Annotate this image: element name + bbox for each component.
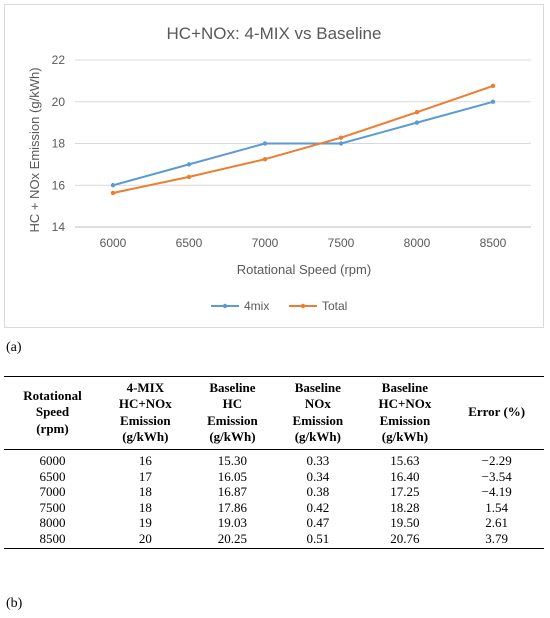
table-cell: 0.33: [306, 453, 330, 468]
table-cell: 16: [138, 453, 152, 468]
x-axis-label: Rotational Speed (rpm): [237, 262, 371, 277]
table-cell: 19.03: [217, 515, 248, 530]
legend-marker-total: [300, 303, 306, 309]
table-cell: 1.54: [485, 499, 509, 515]
table-cell: 18: [138, 499, 152, 515]
series-lines: [110, 83, 496, 196]
table-cell: 15.63: [390, 453, 420, 468]
data-point-total: [490, 83, 496, 89]
legend-marker-4mix: [222, 303, 228, 309]
table-cell: 17.25: [390, 484, 420, 499]
data-point-4mix: [186, 162, 192, 167]
column-header: Baseline HC+NOx Emission (g/kWh): [378, 380, 432, 444]
column-header: 4-MIX HC+NOx Emission (g/kWh): [118, 380, 172, 444]
line-chart: HC+NOx: 4-MIX vs Baseline 14 16 18 20 22 6000…: [27, 24, 531, 313]
legend-label: Total: [322, 299, 347, 313]
y-axis-label: HC + NOx Emission (g/kWh): [27, 67, 42, 232]
table-cell: 0.42: [306, 499, 330, 515]
table-cell: 6500: [39, 468, 66, 484]
table-row: 8000 19 19.03 0.47 19.50 2.61: [4, 515, 544, 531]
data-table: Rotational Speed (rpm) 4-MIX HC+NOx Emiss…: [4, 376, 544, 549]
table-cell: 17.86: [217, 499, 248, 515]
table-cell: 6000: [39, 453, 66, 468]
table-cell: 19.50: [390, 515, 420, 530]
gridlines: [75, 59, 531, 186]
table-cell: 8500: [39, 530, 66, 546]
panel-label-b: (b): [6, 596, 23, 611]
table-cell: 19: [138, 515, 152, 530]
x-tick-label: 8000: [404, 236, 431, 250]
legend-label: 4mix: [244, 299, 269, 313]
table-cell: 16.40: [390, 468, 420, 484]
table-cell: 7000: [39, 484, 66, 499]
x-tick-label: 8500: [480, 236, 507, 250]
column-header: Error (%): [468, 404, 526, 420]
y-tick-label: 18: [52, 137, 66, 151]
table-cell: 17: [138, 468, 152, 484]
table-cell: 18: [138, 484, 152, 499]
table-cell: 0.51: [306, 530, 330, 546]
table-cell: −3.54: [481, 468, 512, 484]
table-cell: 16.05: [217, 468, 248, 484]
table-row: 8500 20 20.25 0.51 20.76 3.79: [4, 531, 544, 549]
table-body: 6000 16 15.30 0.33 15.63 −2.29 6500 17 16.05 0.34…: [4, 450, 544, 549]
x-tick-label: 7000: [252, 236, 279, 250]
panel-label-a: (a): [6, 340, 22, 355]
y-tick-label: 16: [52, 178, 66, 192]
data-point-total: [414, 109, 420, 115]
table-cell: 8000: [39, 515, 66, 530]
table-cell: 20.25: [217, 530, 248, 546]
y-tick-label: 20: [52, 95, 66, 109]
table-cell: 16.87: [217, 484, 248, 499]
table-cell: 18.28: [390, 499, 420, 515]
x-tick-label: 7500: [328, 236, 355, 250]
column-header: Baseline HC Emission (g/kWh): [207, 380, 258, 444]
chart-title: HC+NOx: 4-MIX vs Baseline: [167, 24, 382, 43]
table-cell: −2.29: [481, 453, 512, 468]
y-tick-label: 22: [52, 53, 66, 67]
table-cell: 20.76: [390, 530, 420, 546]
table-cell: 20: [138, 530, 152, 546]
y-tick-label: 14: [52, 220, 66, 234]
series-line-4mix: [112, 100, 494, 187]
data-point-4mix: [262, 141, 268, 146]
table-cell: 0.38: [306, 484, 330, 499]
data-point-total: [262, 156, 268, 162]
data-point-4mix: [414, 120, 420, 125]
table-cell: −4.19: [481, 484, 512, 499]
column-header: Baseline NOx Emission (g/kWh): [292, 380, 344, 444]
table-row: 7500 18 17.86 0.42 18.28 1.54: [4, 500, 544, 516]
table-cell: 3.79: [485, 530, 509, 546]
data-table-container: Rotational Speed (rpm) 4-MIX HC+NOx Emiss…: [4, 376, 544, 549]
table-cell: 0.34: [306, 468, 330, 484]
table-cell: 7500: [39, 499, 66, 515]
column-header: Rotational Speed (rpm): [23, 388, 82, 436]
table-cell: 0.47: [306, 515, 330, 530]
data-point-4mix: [490, 99, 496, 104]
table-row: 6500 17 16.05 0.34 16.40 −3.54: [4, 469, 544, 485]
x-tick-label: 6500: [176, 236, 203, 250]
table-cell: 2.61: [485, 515, 509, 530]
table-row: 7000 18 16.87 0.38 17.25 −4.19: [4, 484, 544, 500]
series-line-total: [112, 84, 494, 194]
data-point-total: [110, 190, 116, 196]
table-cell: 15.30: [217, 453, 248, 468]
table-header-row: Rotational Speed (rpm) 4-MIX HC+NOx Emiss…: [4, 376, 544, 450]
data-point-total: [186, 174, 192, 180]
tick-labels: 14 16 18 20 22 6000 6500 7000 7500 8000 8500: [52, 53, 507, 250]
x-tick-label: 6000: [100, 236, 127, 250]
legend: 4mix Total: [211, 299, 347, 313]
chart-frame: HC+NOx: 4-MIX vs Baseline 14 16 18 20 22 6000…: [4, 4, 544, 328]
table-row: 6000 16 15.30 0.33 15.63 −2.29: [4, 450, 544, 469]
data-point-total: [338, 135, 344, 140]
data-point-4mix: [338, 141, 344, 146]
data-point-4mix: [110, 183, 116, 188]
